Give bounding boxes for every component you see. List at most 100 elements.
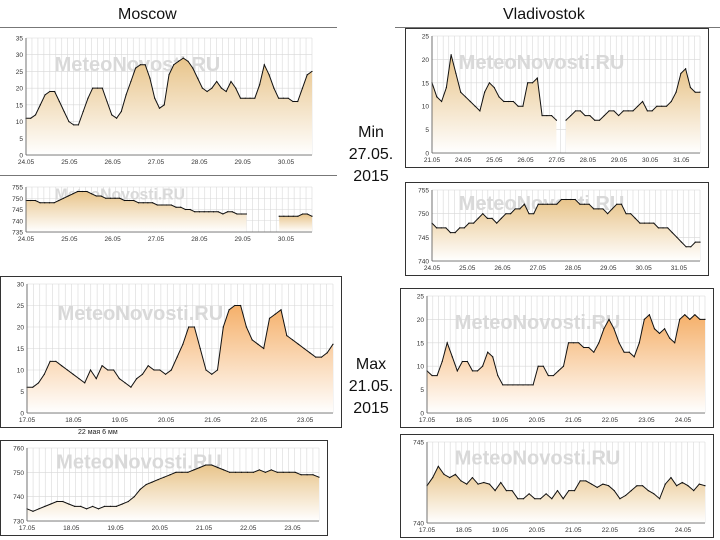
data-point — [537, 203, 539, 205]
data-point — [288, 471, 290, 473]
series-area — [26, 58, 312, 155]
data-point — [192, 67, 194, 69]
data-point — [618, 114, 620, 117]
x-tick-label: 23.05 — [297, 417, 314, 424]
data-point — [674, 342, 676, 344]
data-point — [276, 471, 278, 473]
data-point — [690, 246, 692, 248]
data-point — [73, 124, 75, 126]
data-point — [441, 360, 443, 363]
x-tick-label: 24.05 — [18, 159, 35, 166]
data-point — [639, 222, 641, 224]
data-point — [306, 213, 308, 215]
data-point — [613, 328, 615, 330]
data-point — [687, 485, 689, 487]
y-tick-label: 735 — [12, 230, 23, 237]
x-tick-label: 17.05 — [419, 527, 436, 534]
data-point — [643, 222, 646, 224]
x-tick-label: 21.05 — [196, 525, 213, 532]
data-point — [216, 369, 219, 371]
data-point — [449, 477, 451, 479]
data-point — [463, 227, 465, 229]
data-point — [632, 110, 634, 112]
data-point — [32, 386, 34, 388]
data-point — [149, 77, 151, 79]
series-line — [426, 313, 705, 386]
series-area — [427, 314, 705, 413]
x-tick-label: 27.05 — [530, 265, 547, 272]
data-point — [297, 100, 299, 103]
data-point — [61, 365, 63, 367]
data-point — [517, 105, 519, 107]
data-point — [175, 471, 177, 473]
data-point — [187, 60, 189, 62]
x-tick-label: 26.05 — [517, 157, 534, 164]
data-point — [68, 120, 70, 123]
vladivostok-max-pressure-svg: MeteoNovosti.RU 740 745 17.05 18.05 19.05 20.0… — [413, 440, 706, 534]
data-point — [234, 304, 236, 307]
data-point — [236, 213, 238, 215]
data-point — [545, 493, 547, 495]
data-point — [282, 471, 284, 473]
data-point — [651, 110, 653, 112]
y-tick-label: 730 — [13, 519, 24, 526]
x-tick-label: 18.05 — [455, 417, 472, 424]
data-point — [147, 202, 149, 204]
y-tick-label: 25 — [417, 294, 425, 301]
data-point — [128, 199, 130, 202]
data-point — [273, 87, 275, 89]
data-point — [555, 119, 558, 121]
data-point — [109, 197, 111, 199]
data-point — [679, 318, 681, 320]
data-point — [67, 195, 69, 197]
data-point — [693, 490, 695, 492]
data-point — [130, 386, 132, 388]
data-point — [628, 351, 630, 353]
data-point — [613, 490, 615, 492]
data-point — [602, 208, 604, 210]
data-point — [500, 481, 502, 484]
data-point — [619, 498, 621, 500]
data-point — [72, 193, 74, 195]
data-point — [106, 100, 108, 103]
data-point — [522, 105, 524, 107]
x-tick-label: 22.05 — [602, 527, 619, 534]
data-point — [636, 485, 638, 487]
x-tick-label: 20.05 — [529, 527, 546, 534]
data-point — [460, 480, 462, 482]
y-tick-label: 15 — [422, 80, 430, 87]
data-point — [278, 215, 280, 217]
series-area — [427, 466, 705, 523]
data-point — [579, 203, 581, 205]
x-tick-label: 17.05 — [419, 417, 436, 424]
x-tick-label: 23.05 — [638, 527, 655, 534]
data-point — [476, 370, 479, 372]
data-point — [471, 370, 474, 372]
data-point — [66, 369, 69, 371]
y-tick-label: 10 — [422, 104, 430, 111]
x-tick-label: 29.05 — [235, 159, 252, 166]
data-point — [594, 119, 596, 121]
data-point — [231, 211, 233, 213]
data-point — [460, 91, 462, 93]
data-point — [303, 347, 305, 350]
data-point — [263, 347, 265, 350]
data-point — [123, 199, 126, 202]
data-point — [570, 114, 572, 117]
data-point — [62, 197, 65, 199]
data-point — [156, 204, 158, 206]
y-tick-label: 755 — [12, 185, 23, 192]
x-tick-label: 29.05 — [600, 265, 617, 272]
data-point — [30, 117, 32, 119]
data-point — [287, 97, 289, 99]
data-point — [84, 382, 86, 384]
data-point — [527, 82, 529, 84]
data-point — [77, 124, 80, 126]
data-point — [297, 343, 299, 345]
data-point — [456, 370, 458, 372]
data-point — [203, 211, 205, 213]
x-tick-label: 24.05 — [424, 265, 441, 272]
data-point — [239, 97, 242, 99]
data-point — [507, 384, 509, 386]
